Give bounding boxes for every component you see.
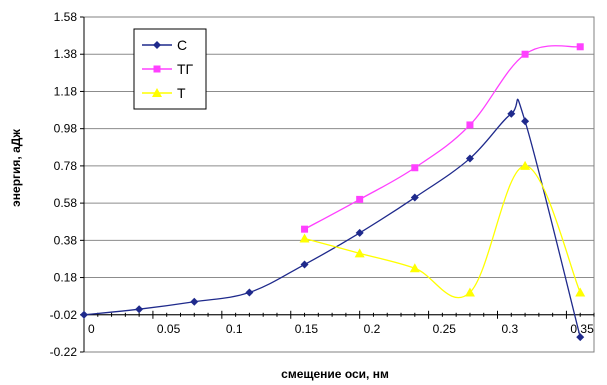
data-point-series-1 <box>80 310 88 319</box>
data-point-series-3 <box>299 233 310 243</box>
y-tick-label: 0.98 <box>54 122 78 136</box>
y-tick-label: 0.58 <box>54 196 78 210</box>
y-tick-label: 1.58 <box>54 10 78 24</box>
tick-labels: 1.58 1.38 1.18 0.98 0.78 0.58 0.38 0.18 -0.02 -0.… <box>50 10 594 359</box>
data-point-series-1 <box>190 297 199 306</box>
legend-swatch-marker <box>153 65 161 73</box>
data-point-series-2 <box>576 43 584 51</box>
x-tick-label: 0.3 <box>502 322 519 336</box>
x-axis-title: смещение оси, нм <box>281 367 389 381</box>
data-point-series-1 <box>507 109 516 118</box>
data-point-series-3 <box>464 287 475 297</box>
data-point-series-3 <box>409 263 420 273</box>
x-tick-label: 0.1 <box>226 322 243 336</box>
data-point-series-2 <box>521 50 529 58</box>
data-point-series-2 <box>301 225 309 233</box>
data-point-series-1 <box>245 288 254 297</box>
data-point-series-1 <box>576 333 585 342</box>
y-tick-label: 0.18 <box>54 271 78 285</box>
data-point-series-3 <box>354 248 365 258</box>
y-tick-label: 1.18 <box>54 84 78 98</box>
data-point-series-1 <box>355 228 364 237</box>
x-tick-label: 0.05 <box>157 322 181 336</box>
data-point-series-1 <box>300 260 309 269</box>
data-point-series-2 <box>356 195 364 203</box>
data-point-series-3 <box>520 160 531 170</box>
data-point-series-1 <box>465 154 474 163</box>
series-line-1 <box>83 98 581 338</box>
data-point-series-2 <box>466 121 474 129</box>
data-point-series-1 <box>521 117 530 126</box>
legend-label: Т <box>177 85 186 101</box>
y-tick-label: 1.38 <box>54 47 78 61</box>
y-tick-label: 0.78 <box>54 159 78 173</box>
axes <box>80 16 595 353</box>
series-layer <box>80 43 586 342</box>
x-tick-label: 0.15 <box>295 322 319 336</box>
y-axis-title: энергия, аДж <box>9 129 23 207</box>
y-tick-label: -0.02 <box>50 308 78 322</box>
data-point-series-1 <box>410 193 419 202</box>
y-tick-label: -0.22 <box>50 345 78 359</box>
legend-swatch-marker <box>152 88 162 97</box>
data-point-series-3 <box>575 287 586 297</box>
legend-label: C <box>177 37 187 53</box>
x-tick-label: 0.35 <box>570 322 594 336</box>
legend: C ТГ Т <box>133 28 207 110</box>
y-tick-label: 0.38 <box>54 233 78 247</box>
legend-swatch-marker <box>153 41 161 49</box>
data-point-series-2 <box>411 164 419 172</box>
data-point-series-1 <box>135 305 144 314</box>
x-tick-label: 0.25 <box>433 322 457 336</box>
legend-label: ТГ <box>177 61 194 77</box>
x-tick-label: 0 <box>88 322 95 336</box>
x-tick-label: 0.2 <box>364 322 381 336</box>
